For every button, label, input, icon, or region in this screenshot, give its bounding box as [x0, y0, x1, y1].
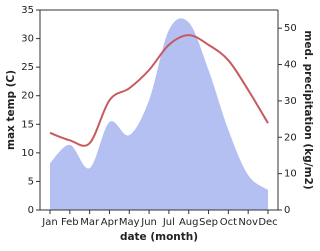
- x-tick-label: Apr: [101, 217, 119, 228]
- y-axis-label: max temp (C): [5, 70, 17, 150]
- x-tick-label: Jan: [41, 217, 57, 228]
- x-tick-label: Sep: [199, 217, 218, 228]
- y2-tick-label: 50: [284, 23, 297, 34]
- x-tick-label: Dec: [258, 217, 277, 228]
- x-tick-label: Feb: [61, 217, 79, 228]
- y-tick-label: 0: [28, 205, 34, 216]
- y-tick-label: 15: [21, 119, 34, 130]
- y-tick-label: 35: [21, 5, 34, 16]
- y2-tick-label: 40: [284, 60, 297, 71]
- chart: date (month) max temp (C) med. precipita…: [5, 5, 314, 243]
- x-tick-label: Jun: [140, 217, 157, 228]
- y-tick-label: 10: [21, 148, 34, 159]
- x-tick-label: May: [119, 217, 140, 228]
- precipitation-area: [50, 18, 268, 211]
- y-tick-label: 25: [21, 62, 34, 73]
- y2-tick-label: 10: [284, 169, 297, 180]
- y2-tick-label: 30: [284, 96, 297, 107]
- y2-axis-label: med. precipitation (kg/m2): [302, 30, 314, 189]
- x-tick-label: Jul: [162, 217, 175, 228]
- y-tick-label: 20: [21, 91, 34, 102]
- x-axis-label: date (month): [120, 231, 198, 243]
- x-tick-label: Oct: [220, 217, 237, 228]
- x-tick-label: Nov: [238, 217, 258, 228]
- y-tick-label: 30: [21, 34, 34, 45]
- temperature-line: [49, 34, 269, 147]
- x-tick-label: Mar: [80, 217, 100, 228]
- y2-tick-label: 20: [284, 132, 297, 143]
- y-tick-label: 5: [28, 176, 34, 187]
- y2-tick-label: 0: [284, 205, 290, 216]
- x-tick-label: Aug: [179, 217, 199, 228]
